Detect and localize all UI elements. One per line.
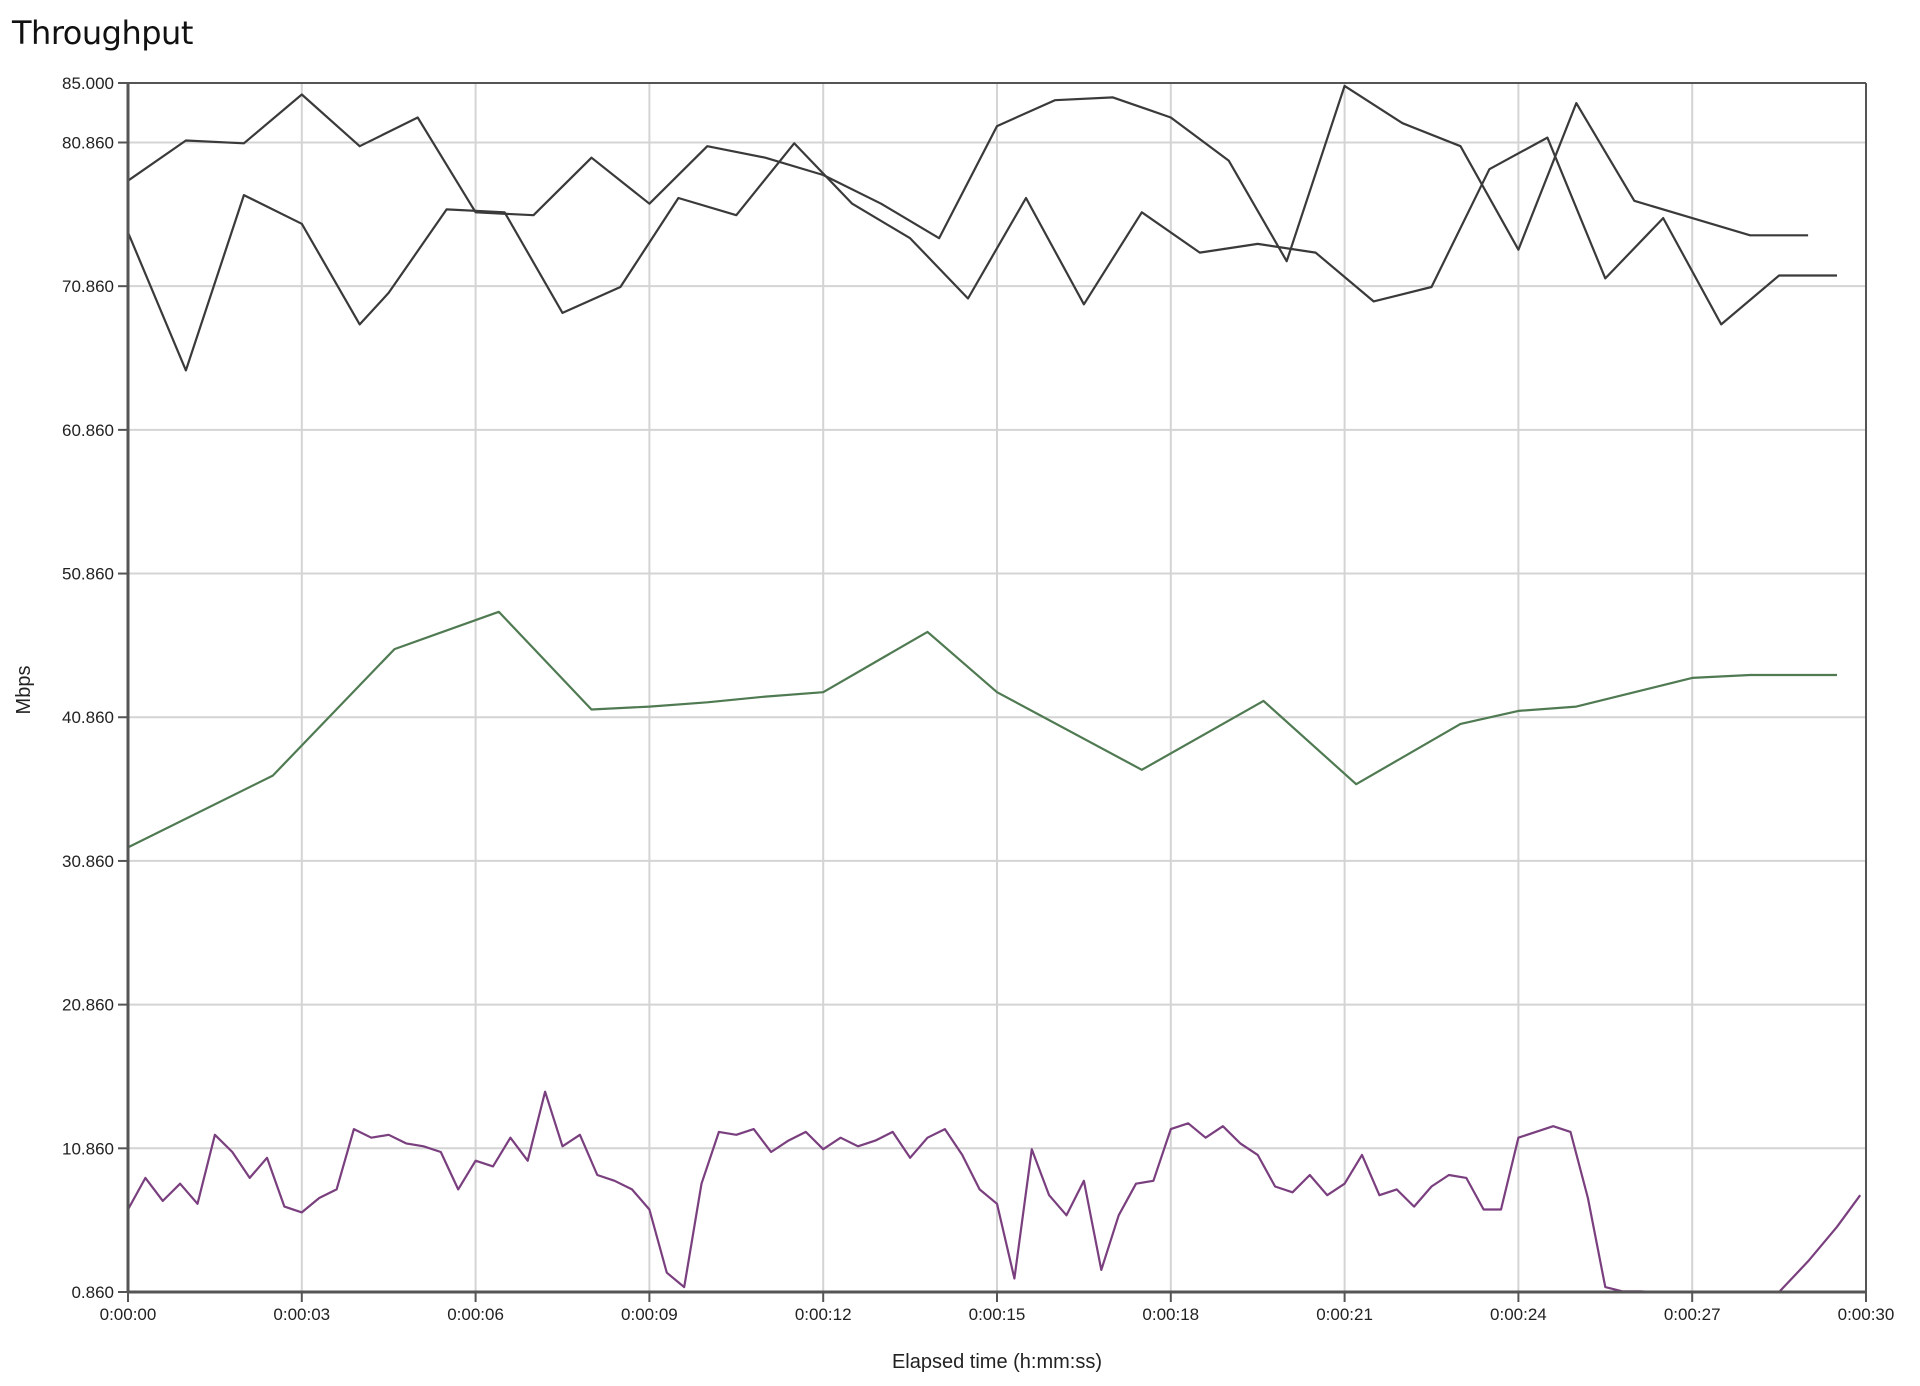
x-tick-label: 0:00:18 <box>1142 1305 1199 1324</box>
x-tick-label: 0:00:24 <box>1490 1305 1547 1324</box>
x-tick-label: 0:00:06 <box>447 1305 504 1324</box>
grid-lines <box>127 82 1867 1293</box>
x-tick-label: 0:00:09 <box>621 1305 678 1324</box>
x-tick-label: 0:00:27 <box>1664 1305 1721 1324</box>
x-tick-label: 0:00:12 <box>795 1305 852 1324</box>
x-tick-label: 0:00:00 <box>100 1305 157 1324</box>
y-tick-label: 60.860 <box>62 421 114 440</box>
y-tick-label: 20.860 <box>62 996 114 1015</box>
y-tick-label: 50.860 <box>62 565 114 584</box>
y-tick-label: 80.860 <box>62 133 114 152</box>
y-tick-label: 10.860 <box>62 1139 114 1158</box>
data-series <box>126 84 1862 1294</box>
series-3-line <box>127 610 1837 849</box>
y-tick-label: 0.860 <box>71 1283 114 1302</box>
y-tick-label: 85.000 <box>62 74 114 93</box>
x-axis-ticks: 0:00:00 0:00:03 0:00:06 0:00:09 0:00:12 0:00:… <box>100 1292 1895 1324</box>
y-axis-label: Mbps <box>13 666 35 715</box>
x-tick-label: 0:00:03 <box>273 1305 330 1324</box>
y-tick-label: 30.860 <box>62 852 114 871</box>
series-1-line <box>127 84 1809 263</box>
y-axis-ticks: 85.000 80.860 70.860 60.860 50.860 40.860 30.8… <box>62 74 128 1302</box>
series-2-line <box>126 136 1837 372</box>
chart-title: Throughput <box>12 14 193 52</box>
x-tick-label: 0:00:15 <box>969 1305 1026 1324</box>
y-tick-label: 40.860 <box>62 708 114 727</box>
y-tick-label: 70.860 <box>62 277 114 296</box>
x-tick-label: 0:00:30 <box>1838 1305 1895 1324</box>
x-axis-label: Elapsed time (h:mm:ss) <box>892 1351 1102 1373</box>
x-tick-label: 0:00:21 <box>1316 1305 1373 1324</box>
series-4-line <box>127 1090 1862 1294</box>
